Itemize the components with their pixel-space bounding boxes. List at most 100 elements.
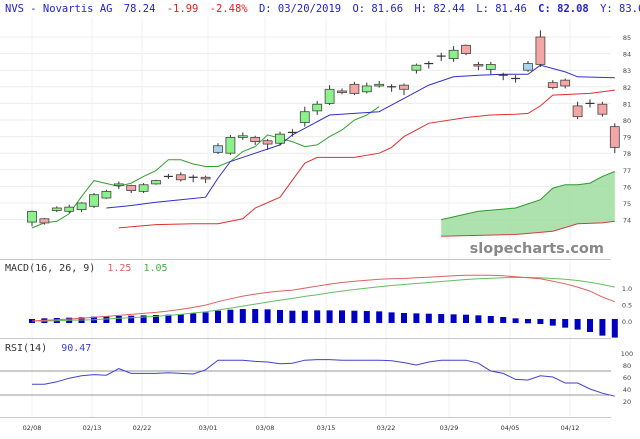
candle <box>511 75 521 83</box>
rsi-tick-label: 60 <box>623 374 631 382</box>
macd-histogram-bar <box>475 315 482 323</box>
chikou-line <box>31 106 380 229</box>
ichimoku-cloud <box>441 171 615 237</box>
date-axis: 02/08 02/13 02/22 03/01 03/08 03/15 03/22 03/29… <box>23 424 580 432</box>
rsi-levels <box>0 370 611 396</box>
y-readout: Y: 83.61 <box>600 3 640 15</box>
candle-body <box>213 145 223 153</box>
rsi-axis-labels: 100 80 60 40 20 <box>621 350 633 406</box>
date-tick-label: 03/22 <box>377 424 396 432</box>
ichimoku-lines <box>31 64 615 229</box>
macd-title: MACD(16, 26, 9) <box>5 263 95 274</box>
macd-histogram-bar <box>376 311 383 323</box>
candle <box>324 85 335 106</box>
macd-histogram-bar <box>190 313 197 323</box>
candle <box>126 184 137 194</box>
price-tick-label: 78 <box>623 150 631 158</box>
candle-body <box>374 83 385 87</box>
price-tick-label: 84 <box>623 51 631 59</box>
candle <box>213 143 223 155</box>
candle <box>585 99 595 108</box>
candle <box>237 132 248 140</box>
macd-histogram-bar <box>525 319 531 324</box>
candle-body <box>39 218 50 224</box>
rsi-header: RSI(14) 90.47 <box>5 343 91 354</box>
candle <box>448 46 459 62</box>
open-readout: O: 81.66 <box>352 3 403 15</box>
macd-histogram-bar <box>128 315 135 323</box>
candle <box>200 175 211 184</box>
candle <box>349 81 360 96</box>
macd-histogram-bar <box>537 319 544 324</box>
macd-histogram-bar <box>202 312 209 323</box>
candle-body <box>399 84 409 90</box>
macd-histogram-bar <box>351 310 358 323</box>
price-tick-label: 75 <box>623 200 631 208</box>
price-change-pct: -2.48% <box>210 3 249 15</box>
candle <box>485 61 496 75</box>
macd-lines <box>31 274 615 322</box>
date-readout: D: 03/20/2019 <box>259 3 341 15</box>
candle <box>411 63 422 74</box>
macd-histogram-bar <box>549 319 556 326</box>
candle-body <box>76 202 87 211</box>
candle-body <box>361 85 372 93</box>
candle-body <box>597 103 608 115</box>
candle-body <box>299 111 310 123</box>
macd-histogram-bar <box>450 314 457 323</box>
date-tick-label: 03/01 <box>199 424 218 432</box>
date-tick-label: 02/13 <box>83 424 102 432</box>
signal-value: 1.05 <box>143 263 167 274</box>
signal-line <box>32 277 615 322</box>
candle-body <box>151 180 161 185</box>
price-axis-labels: 85 84 83 82 81 80 79 78 77 76 75 74 <box>623 34 631 225</box>
macd-histogram-bar <box>512 318 519 323</box>
candle <box>361 82 372 94</box>
macd-value: 1.25 <box>107 263 131 274</box>
macd-tick-label: 1.0 <box>622 285 632 293</box>
candle-body <box>275 133 285 144</box>
macd-header: MACD(16, 26, 9) 1.25 1.05 <box>5 263 168 274</box>
candle-body <box>175 174 186 181</box>
macd-histogram-bar <box>301 310 308 323</box>
candle <box>535 30 546 67</box>
macd-tick-label: 0.0 <box>622 318 632 326</box>
price-tick-label: 79 <box>623 134 631 142</box>
candle-body <box>609 126 620 148</box>
date-tick-label: 03/29 <box>440 424 459 432</box>
candle <box>424 61 434 69</box>
candle-body <box>535 36 546 65</box>
rsi-value: 90.47 <box>61 343 91 354</box>
macd-histogram-bar <box>153 315 159 323</box>
candle-body <box>27 210 37 223</box>
macd-histogram-bar <box>463 314 469 323</box>
price-change: -1.99 <box>167 3 199 15</box>
close-readout: C: 82.08 <box>538 3 589 15</box>
candle-body <box>250 137 261 142</box>
macd-tick-label: 0.5 <box>622 301 632 309</box>
macd-histogram-bar <box>587 319 593 332</box>
candle <box>275 131 285 146</box>
price-panel: 85 84 83 82 81 80 79 78 77 76 75 74 slopecharts.com <box>0 17 631 417</box>
candle-body <box>448 49 459 59</box>
candle <box>151 179 161 185</box>
macd-histogram-bar <box>239 309 246 323</box>
candle <box>64 204 75 213</box>
low-readout: L: 81.46 <box>476 3 527 15</box>
date-tick-label: 02/22 <box>133 424 152 432</box>
candle <box>597 101 608 117</box>
date-tick-label: 03/08 <box>256 424 275 432</box>
macd-panel: MACD(16, 26, 9) 1.25 1.05 1.0 0.5 0.0 <box>5 263 632 338</box>
price-tick-label: 85 <box>623 34 631 42</box>
macd-histogram-bar <box>314 310 321 323</box>
candle-body <box>324 88 335 104</box>
candle-body <box>337 90 347 94</box>
candle <box>560 78 571 89</box>
macd-histogram-bar <box>438 314 445 323</box>
price-tick-label: 83 <box>623 67 631 75</box>
macd-histogram-bar <box>115 316 122 323</box>
candle <box>299 106 310 127</box>
rsi-line <box>32 359 615 397</box>
candle-body <box>461 44 471 54</box>
